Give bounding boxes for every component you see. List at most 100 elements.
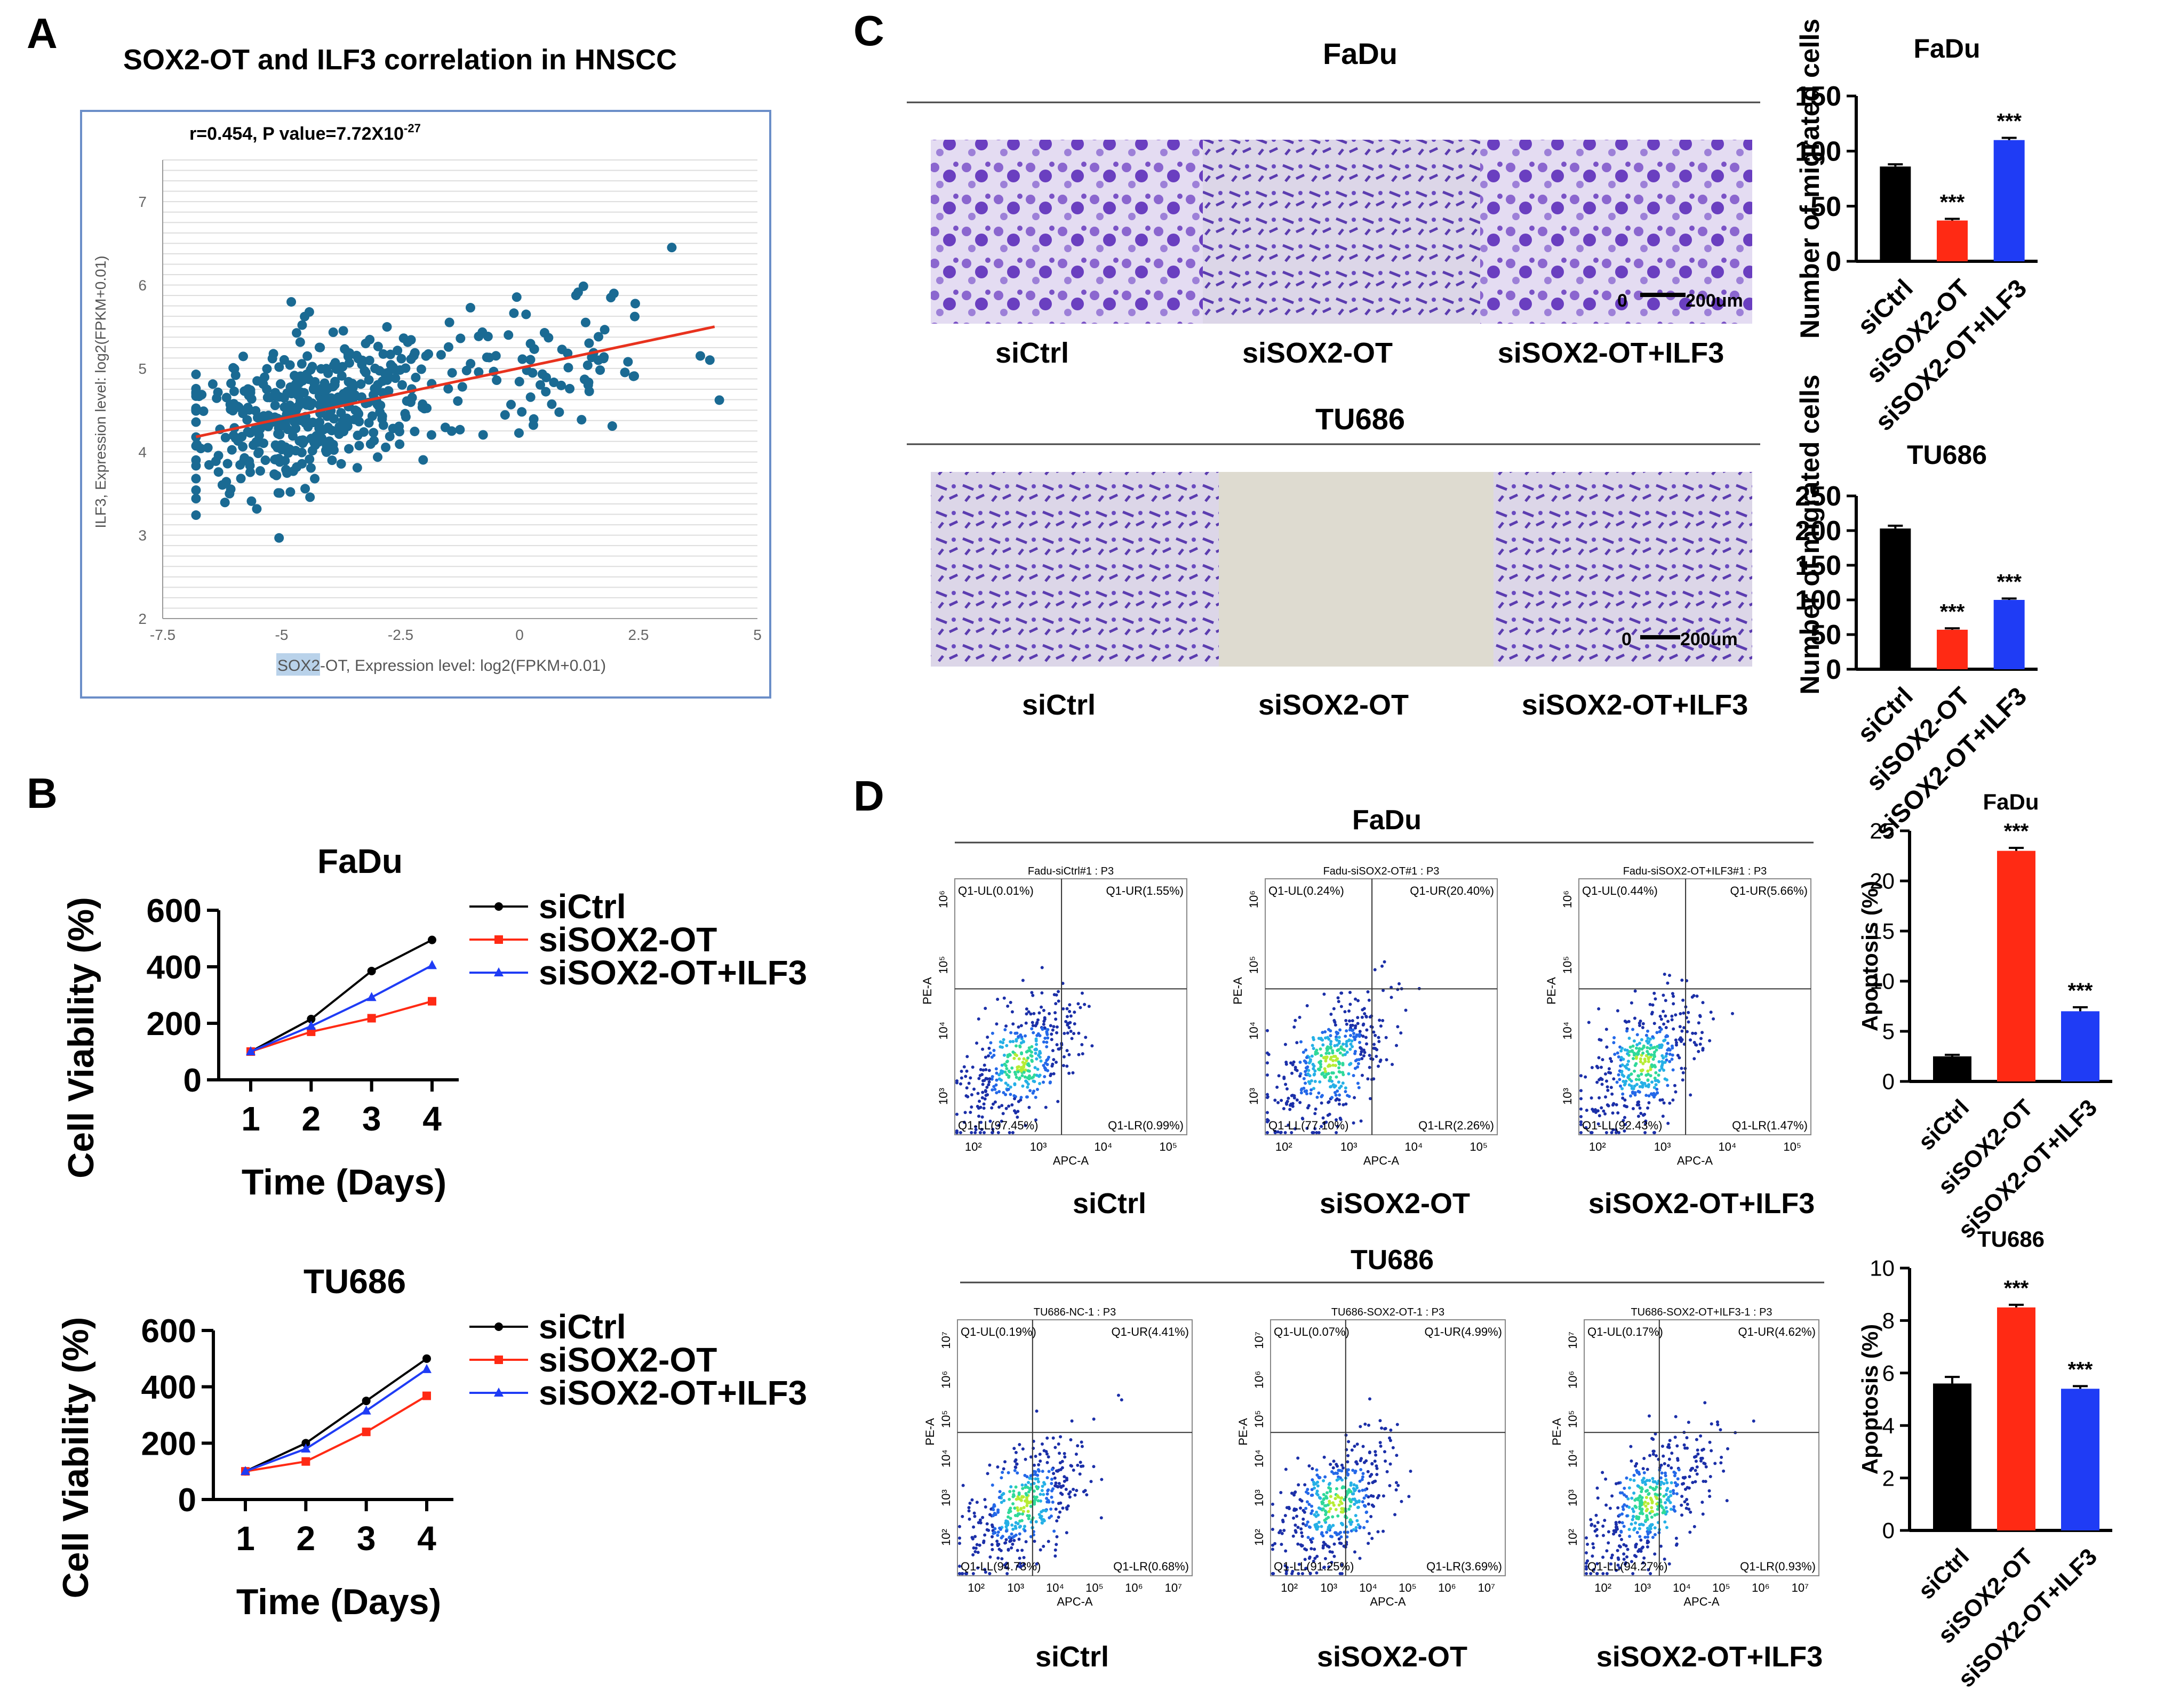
event-dot	[1372, 1480, 1376, 1484]
event-dot	[1358, 1526, 1362, 1530]
event-dot	[1309, 1494, 1313, 1497]
event-dot	[982, 1539, 986, 1543]
event-dot	[1601, 1572, 1605, 1575]
scatter-point	[290, 371, 300, 381]
bar	[1997, 851, 2035, 1081]
event-dot	[1612, 1077, 1616, 1081]
event-dot	[1631, 1044, 1635, 1048]
event-dot	[1033, 1499, 1036, 1503]
event-dot	[1040, 1489, 1044, 1493]
event-dot	[1682, 1026, 1686, 1030]
event-dot	[1356, 1016, 1360, 1020]
event-dot	[1277, 1531, 1281, 1535]
event-dot	[1039, 1059, 1043, 1063]
x-tick-label: 4	[417, 1519, 436, 1558]
event-dot	[1661, 1511, 1665, 1514]
event-dot	[1647, 1528, 1651, 1531]
event-dot	[1341, 1062, 1345, 1065]
event-dot	[1653, 1526, 1657, 1530]
event-dot	[1012, 1538, 1016, 1542]
scatter-point	[286, 297, 297, 307]
event-dot	[1662, 993, 1665, 997]
event-dot	[1634, 1554, 1638, 1558]
event-dot	[1589, 1572, 1593, 1575]
y-tick-label: 10⁷	[1252, 1332, 1266, 1349]
x-tick-label: 1	[236, 1519, 255, 1558]
event-dot	[1025, 1475, 1029, 1479]
event-dot	[1611, 1128, 1615, 1132]
event-dot	[1010, 1066, 1014, 1070]
event-dot	[1365, 1042, 1369, 1046]
event-dot	[1322, 1121, 1326, 1125]
event-dot	[1025, 1095, 1029, 1099]
scatter-point	[385, 349, 395, 359]
event-dot	[1622, 1079, 1625, 1083]
y-tick-label: 6	[138, 277, 147, 294]
event-dot	[1651, 1003, 1655, 1007]
event-dot	[1367, 1423, 1371, 1427]
event-dot	[1341, 1466, 1345, 1470]
event-dot	[1327, 1526, 1330, 1529]
event-dot	[1322, 1074, 1326, 1078]
event-dot	[1330, 1560, 1333, 1564]
event-dot	[1295, 1514, 1299, 1518]
scatter-point	[388, 362, 398, 372]
event-dot	[1640, 1069, 1643, 1073]
event-dot	[1638, 1547, 1641, 1551]
event-dot	[1055, 1543, 1058, 1546]
event-dot	[1604, 1131, 1608, 1134]
event-dot	[984, 1089, 987, 1093]
event-dot	[1073, 1011, 1076, 1014]
event-dot	[1620, 1491, 1624, 1495]
event-dot	[973, 1131, 977, 1134]
scatter-point	[235, 460, 245, 470]
event-dot	[1369, 1514, 1373, 1518]
scatter-point	[230, 433, 241, 443]
event-dot	[995, 1078, 999, 1082]
x-tick-label: 10³	[1320, 1581, 1337, 1594]
event-dot	[1674, 1043, 1678, 1047]
event-dot	[1672, 995, 1675, 998]
event-dot	[1037, 1513, 1041, 1517]
event-dot	[1009, 1539, 1013, 1543]
event-dot	[1080, 1440, 1083, 1444]
event-dot	[1704, 1465, 1708, 1469]
event-dot	[1664, 1474, 1667, 1478]
event-dot	[1024, 1034, 1027, 1038]
event-dot	[1314, 1052, 1317, 1056]
event-dot	[988, 1572, 992, 1575]
event-dot	[1065, 1007, 1069, 1011]
event-dot	[1689, 1038, 1692, 1042]
scatter-point	[221, 477, 231, 487]
event-dot	[1641, 1025, 1644, 1029]
event-dot	[1665, 1526, 1668, 1529]
event-dot	[1029, 1504, 1033, 1508]
event-dot	[1273, 1542, 1277, 1545]
event-dot	[1010, 1523, 1014, 1527]
scatter-point	[337, 371, 347, 381]
tu686-image-sisox2ot	[1219, 472, 1494, 667]
scatter-point	[369, 428, 379, 438]
event-dot	[1316, 1484, 1320, 1488]
series-line	[250, 964, 433, 1053]
event-dot	[1332, 1055, 1336, 1059]
event-dot	[1043, 1016, 1047, 1020]
scatter-point	[275, 429, 285, 439]
event-dot	[1614, 1128, 1618, 1132]
event-dot	[1012, 1447, 1016, 1450]
event-dot	[1647, 1568, 1650, 1571]
event-dot	[1298, 1015, 1301, 1019]
event-dot	[1676, 1054, 1680, 1057]
event-dot	[1670, 1057, 1674, 1061]
scatter-point	[191, 370, 201, 380]
event-dot	[1068, 1003, 1072, 1007]
event-dot	[1364, 1036, 1368, 1039]
event-dot	[1338, 1051, 1342, 1055]
event-dot	[994, 1083, 998, 1087]
event-dot	[1266, 1061, 1269, 1065]
event-dot	[1347, 1488, 1351, 1492]
event-dot	[1328, 1481, 1332, 1485]
event-dot	[1343, 1048, 1346, 1052]
event-dot	[1332, 1460, 1336, 1463]
event-dot	[1648, 1530, 1652, 1534]
